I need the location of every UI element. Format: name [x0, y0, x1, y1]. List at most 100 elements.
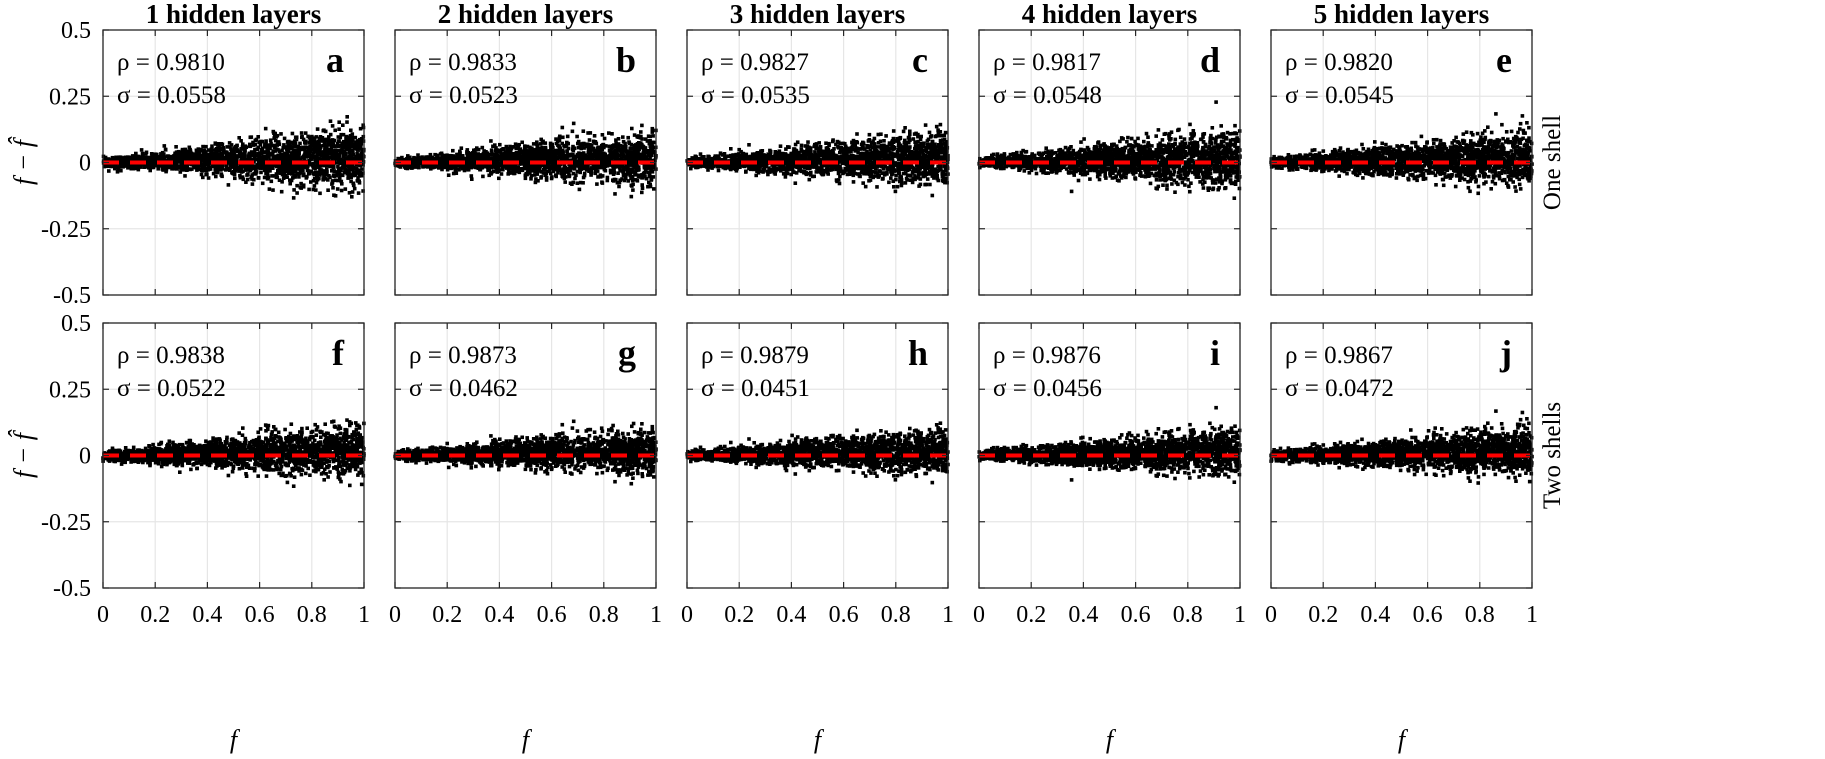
- data-point: [266, 145, 271, 150]
- data-point: [576, 141, 580, 146]
- data-point: [310, 138, 314, 142]
- data-point: [230, 165, 235, 169]
- data-point: [290, 131, 295, 136]
- data-point: [605, 175, 610, 180]
- data-point: [295, 183, 299, 188]
- data-point: [560, 125, 565, 130]
- data-point: [193, 153, 197, 157]
- data-point: [223, 150, 228, 154]
- data-point: [616, 137, 621, 141]
- data-point: [457, 168, 461, 172]
- data-point: [306, 169, 311, 173]
- data-point: [126, 166, 130, 170]
- data-point: [264, 154, 269, 159]
- data-point: [621, 170, 625, 175]
- data-point: [314, 180, 319, 185]
- data-point: [423, 156, 427, 161]
- data-point: [344, 147, 349, 152]
- data-point: [189, 152, 193, 156]
- data-point: [616, 171, 620, 175]
- data-point: [284, 156, 288, 161]
- data-point: [618, 153, 622, 158]
- data-point: [560, 148, 565, 153]
- data-point: [249, 175, 254, 179]
- data-point: [525, 156, 530, 160]
- y-tick-label: 0: [79, 151, 91, 177]
- data-point: [124, 157, 129, 162]
- data-point: [264, 142, 268, 146]
- data-point: [233, 176, 237, 181]
- data-point: [162, 165, 166, 169]
- data-point: [487, 168, 492, 172]
- data-point: [451, 148, 455, 153]
- data-point: [119, 160, 124, 164]
- data-point: [549, 146, 553, 150]
- data-point: [635, 145, 639, 149]
- data-point: [293, 169, 298, 174]
- data-point: [343, 160, 347, 165]
- data-point: [271, 155, 275, 159]
- data-point: [322, 142, 327, 146]
- data-point: [261, 155, 266, 160]
- data-point: [343, 187, 348, 191]
- data-point: [552, 151, 556, 155]
- data-point: [282, 136, 287, 141]
- data-point: [311, 164, 315, 168]
- data-point: [310, 157, 314, 161]
- data-point: [113, 166, 117, 171]
- data-point: [416, 153, 420, 157]
- data-point: [335, 148, 340, 153]
- data-point: [546, 149, 551, 153]
- data-point: [195, 168, 199, 172]
- data-point: [291, 141, 296, 145]
- data-point: [473, 148, 478, 152]
- data-point: [241, 142, 245, 146]
- data-point: [565, 149, 569, 154]
- data-point: [330, 168, 335, 173]
- scatter-points-a: [101, 115, 366, 200]
- data-point: [517, 151, 522, 155]
- data-point: [270, 151, 275, 156]
- data-point: [636, 135, 641, 139]
- data-point: [213, 142, 218, 146]
- data-point: [604, 144, 608, 148]
- data-point: [331, 155, 335, 159]
- data-point: [292, 149, 297, 153]
- data-point: [330, 158, 334, 162]
- data-point: [282, 165, 286, 169]
- data-point: [213, 164, 217, 168]
- data-point: [548, 141, 553, 146]
- data-point: [164, 169, 168, 174]
- data-point: [581, 166, 586, 171]
- data-point: [350, 141, 354, 145]
- data-point: [356, 176, 360, 180]
- data-point: [281, 145, 285, 150]
- data-point: [234, 155, 238, 160]
- data-point: [346, 142, 351, 147]
- data-point: [522, 148, 526, 153]
- data-point: [341, 149, 346, 154]
- data-point: [307, 187, 311, 192]
- data-point: [331, 186, 335, 190]
- data-point: [272, 174, 277, 178]
- data-point: [149, 152, 154, 156]
- data-point: [303, 131, 308, 135]
- data-point: [297, 145, 302, 150]
- data-point: [499, 159, 504, 164]
- data-point: [328, 143, 332, 147]
- data-point: [344, 145, 348, 149]
- data-point: [332, 174, 336, 179]
- data-point: [528, 145, 532, 150]
- data-point: [618, 178, 622, 182]
- data-point: [579, 162, 584, 166]
- data-point: [716, 168, 721, 173]
- data-point: [571, 121, 576, 126]
- data-point: [543, 150, 548, 154]
- data-point: [499, 152, 504, 156]
- data-point: [414, 165, 418, 169]
- data-point: [248, 144, 253, 149]
- data-point: [358, 142, 363, 146]
- data-point: [428, 154, 433, 159]
- data-point: [354, 154, 358, 159]
- data-point: [491, 169, 496, 174]
